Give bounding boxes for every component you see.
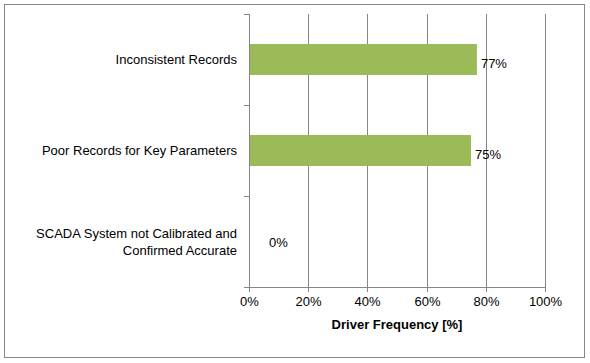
bars: [249, 44, 477, 166]
x-axis-line: [249, 287, 545, 288]
x-tick: [427, 287, 428, 292]
bar: [249, 44, 477, 75]
category-labels: Inconsistent Records Poor Records for Key…: [36, 52, 237, 258]
x-tick-label: 20%: [295, 294, 321, 309]
x-tick-label: 100%: [529, 294, 563, 309]
y-tick: [244, 196, 249, 197]
x-tick: [545, 287, 546, 292]
grid-line: [545, 14, 546, 287]
x-tick: [308, 287, 309, 292]
chart-svg: 0% 20% 40% 60% 80% 100% Driver Frequency [%] In…: [0, 0, 590, 363]
x-tick-label: 0%: [240, 294, 259, 309]
category-label: SCADA System not Calibrated andConfirmed…: [36, 226, 237, 258]
data-label: 77%: [481, 56, 507, 71]
y-tick: [244, 105, 249, 106]
chart-container: 0% 20% 40% 60% 80% 100% Driver Frequency [%] In…: [0, 0, 590, 363]
x-tick-label: 40%: [354, 294, 380, 309]
data-label: 0%: [269, 235, 288, 250]
data-labels: 77% 75% 0%: [269, 56, 507, 250]
grid-line: [249, 14, 250, 287]
axes: 0% 20% 40% 60% 80% 100%: [240, 14, 562, 309]
grid: [250, 14, 546, 287]
x-tick-label: 80%: [473, 294, 499, 309]
chart-frame: [5, 5, 585, 358]
y-tick: [244, 287, 249, 288]
x-axis-label: Driver Frequency [%]: [332, 317, 463, 332]
x-tick: [486, 287, 487, 292]
x-tick-label: 60%: [414, 294, 440, 309]
y-axis-line: [249, 14, 250, 288]
x-tick: [367, 287, 368, 292]
x-tick: [249, 287, 250, 292]
y-tick: [244, 14, 249, 15]
category-label: Inconsistent Records: [116, 52, 238, 67]
category-label: Poor Records for Key Parameters: [42, 143, 238, 158]
bar: [249, 135, 471, 166]
data-label: 75%: [475, 147, 501, 162]
